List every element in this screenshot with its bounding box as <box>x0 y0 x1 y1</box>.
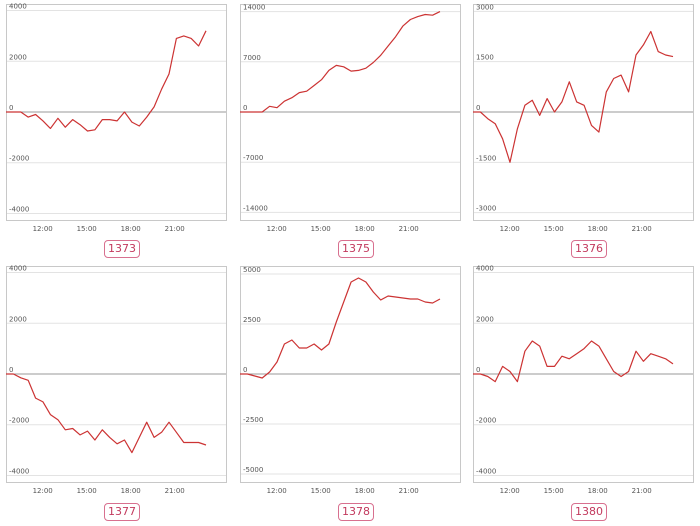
y-tick-label: 2000 <box>9 315 27 323</box>
x-tick-label: 12:00 <box>267 487 287 495</box>
x-tick-label: 18:00 <box>588 487 608 495</box>
x-tick-label: 21:00 <box>399 225 419 233</box>
x-tick-label: 21:00 <box>165 225 185 233</box>
x-tick-label: 18:00 <box>121 225 141 233</box>
chart-label-badge: 1373 <box>104 240 140 258</box>
line-chart: 4000 2000 0 -2000 -4000 12:00 15:00 18:00 21:00 <box>6 3 227 233</box>
y-tick-label: 3000 <box>476 3 494 11</box>
chart-label-badge: 1377 <box>104 503 140 521</box>
y-tick-label: -5000 <box>243 466 263 474</box>
line-chart: 14000 7000 0 -7000 -14000 12:00 15:00 18:00 21:0… <box>240 4 461 233</box>
x-tick-label: 21:00 <box>399 487 419 495</box>
x-tick-label: 12:00 <box>500 487 520 495</box>
y-tick-label: 5000 <box>243 266 261 274</box>
y-tick-label: 0 <box>9 366 13 374</box>
series-line <box>6 30 207 132</box>
x-tick-label: 21:00 <box>165 487 185 495</box>
y-tick-label: 1500 <box>476 54 494 62</box>
x-tick-label: 15:00 <box>311 487 331 495</box>
chart-label-badge: 1380 <box>571 503 607 521</box>
y-tick-label: -4000 <box>476 467 496 475</box>
x-tick-label: 15:00 <box>544 487 564 495</box>
x-tick-label: 12:00 <box>33 225 53 233</box>
series-line <box>473 340 674 383</box>
series-line <box>240 277 441 379</box>
x-tick-label: 21:00 <box>632 225 652 233</box>
series-line <box>6 373 207 454</box>
chart-panel-1380: 4000 2000 0 -2000 -4000 12:00 15:00 18:00 21:00 <box>473 265 698 506</box>
y-tick-label: -7000 <box>243 154 263 162</box>
y-tick-label: 4000 <box>9 3 27 11</box>
x-tick-label: 12:00 <box>500 225 520 233</box>
chart-panel-1377: 4000 2000 0 -2000 -4000 12:00 15:00 18:00 21:00 <box>6 265 231 506</box>
x-tick-label: 18:00 <box>355 225 375 233</box>
x-tick-label: 18:00 <box>355 487 375 495</box>
x-tick-label: 15:00 <box>77 225 97 233</box>
y-tick-label: -1500 <box>476 154 496 162</box>
y-tick-label: -2500 <box>243 416 263 424</box>
series-line <box>240 11 441 113</box>
x-tick-label: 15:00 <box>77 487 97 495</box>
x-tick-label: 21:00 <box>632 487 652 495</box>
y-tick-label: 0 <box>243 366 247 374</box>
chart-label-badge: 1375 <box>338 240 374 258</box>
y-tick-label: 2000 <box>9 53 27 61</box>
chart-panel-1378: 5000 2500 0 -2500 -5000 12:00 15:00 18:00 21:00 <box>240 266 465 506</box>
y-tick-label: -4000 <box>9 205 29 213</box>
y-tick-label: -2000 <box>476 417 496 425</box>
y-tick-label: 0 <box>476 104 480 112</box>
y-tick-label: -2000 <box>9 417 29 425</box>
x-tick-label: 12:00 <box>267 225 287 233</box>
y-tick-label: 7000 <box>243 54 261 62</box>
chart-panel-1376: 3000 1500 0 -1500 -3000 12:00 15:00 18:00 21:00 <box>473 3 698 244</box>
y-tick-label: 2000 <box>476 315 494 323</box>
y-tick-label: -4000 <box>9 467 29 475</box>
chart-label-badge: 1378 <box>338 503 374 521</box>
x-tick-label: 18:00 <box>588 225 608 233</box>
y-tick-label: 0 <box>9 104 13 112</box>
x-tick-label: 18:00 <box>121 487 141 495</box>
chart-panel-1375: 14000 7000 0 -7000 -14000 12:00 15:00 18:00 21:0… <box>240 4 465 244</box>
y-tick-label: 14000 <box>243 4 265 12</box>
x-tick-label: 15:00 <box>544 225 564 233</box>
y-tick-label: 4000 <box>9 265 27 273</box>
line-chart: 4000 2000 0 -2000 -4000 12:00 15:00 18:00 21:00 <box>473 265 694 495</box>
y-tick-label: -3000 <box>476 205 496 213</box>
chart-label-badge: 1376 <box>571 240 607 258</box>
x-tick-label: 15:00 <box>311 225 331 233</box>
y-tick-label: 4000 <box>476 265 494 273</box>
y-tick-label: 0 <box>476 366 480 374</box>
line-chart: 3000 1500 0 -1500 -3000 12:00 15:00 18:00 21:00 <box>473 3 694 233</box>
line-chart: 5000 2500 0 -2500 -5000 12:00 15:00 18:00 21:00 <box>240 266 461 495</box>
y-tick-label: -2000 <box>9 155 29 163</box>
y-tick-label: -14000 <box>243 204 268 212</box>
x-tick-label: 12:00 <box>33 487 53 495</box>
y-tick-label: 2500 <box>243 316 261 324</box>
line-chart: 4000 2000 0 -2000 -4000 12:00 15:00 18:00 21:00 <box>6 265 227 495</box>
series-line <box>473 30 674 163</box>
chart-panel-1373: 4000 2000 0 -2000 -4000 12:00 15:00 18:00 21:00 <box>6 3 231 244</box>
y-tick-label: 0 <box>243 104 247 112</box>
